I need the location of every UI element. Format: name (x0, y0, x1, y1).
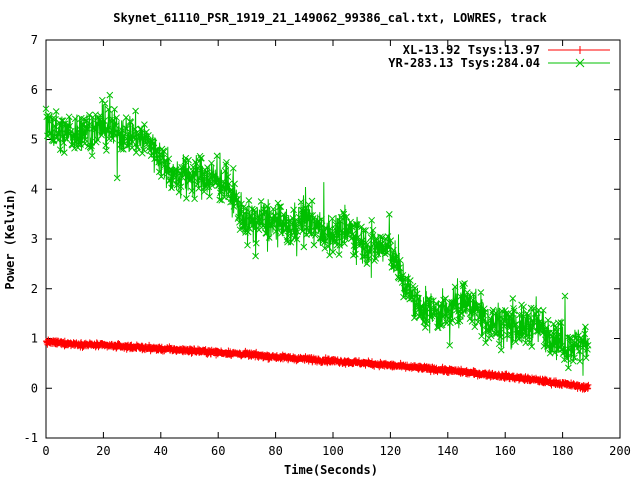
y-axis-label: Power (Kelvin) (3, 188, 17, 289)
plot-area (42, 91, 592, 393)
x-tick-label: 60 (211, 444, 225, 458)
legend-label-yr: YR-283.13 Tsys:284.04 (388, 56, 540, 70)
x-tick-label: 100 (322, 444, 344, 458)
legend-plus-marker (576, 46, 584, 54)
axis-tick-labels: 0 20 40 60 80 100 120 140 160 180 200 -1 0 1 2 3 4 5 6 7 (24, 33, 631, 458)
y-tick-label: 4 (31, 182, 38, 196)
y-tick-label: 7 (31, 33, 38, 47)
y-tick-label: 2 (31, 282, 38, 296)
x-axis-label: Time(Seconds) (284, 463, 378, 477)
y-tick-label: 5 (31, 133, 38, 147)
axis-ticks (45, 39, 621, 439)
y-tick-label: 3 (31, 232, 38, 246)
chart-title: Skynet_61110_PSR_1919_21_149062_99386_ca… (113, 11, 547, 26)
y-tick-label: 6 (31, 83, 38, 97)
legend: XL-13.92 Tsys:13.97 YR-283.13 Tsys:284.0… (388, 43, 610, 70)
x-tick-label: 120 (380, 444, 402, 458)
legend-marker-yr (575, 58, 585, 68)
legend-label-xl: XL-13.92 Tsys:13.97 (403, 43, 540, 57)
x-tick-label: 200 (609, 444, 631, 458)
x-tick-label: 80 (268, 444, 282, 458)
series-yr-points (42, 91, 592, 372)
y-tick-label: -1 (24, 431, 38, 445)
y-tick-label: 1 (31, 332, 38, 346)
x-tick-label: 40 (154, 444, 168, 458)
x-tick-label: 180 (552, 444, 574, 458)
x-tick-label: 140 (437, 444, 459, 458)
x-tick-label: 160 (494, 444, 516, 458)
x-tick-label: 0 (42, 444, 49, 458)
x-tick-label: 20 (96, 444, 110, 458)
y-tick-label: 0 (31, 381, 38, 395)
legend-marker-xl (576, 46, 584, 54)
series-xl-points (43, 336, 592, 393)
legend-cross-marker (575, 58, 585, 68)
